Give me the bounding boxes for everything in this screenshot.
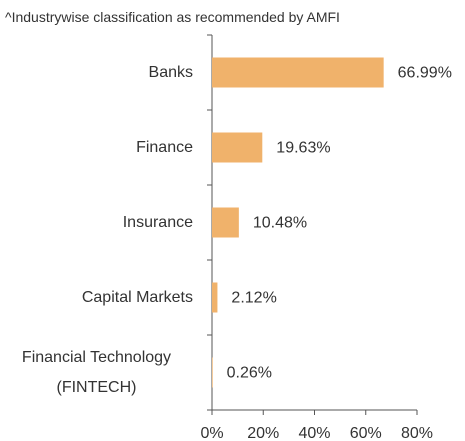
value-label: 66.99% [398, 65, 452, 82]
value-label: 0.26% [227, 365, 272, 382]
bar [212, 132, 263, 163]
value-label: 2.12% [231, 290, 276, 307]
bar [212, 282, 218, 313]
category-text: Financial Technology (FINTECH) [21, 348, 172, 396]
value-label: 19.63% [276, 140, 330, 157]
value-label: 10.48% [253, 215, 307, 232]
x-tick-label: 0% [200, 425, 223, 441]
category-text: Banks [148, 63, 193, 81]
bar [212, 207, 239, 238]
chart-subtitle: ^Industrywise classification as recommen… [5, 9, 340, 25]
category-text: Finance [136, 138, 193, 156]
bar [212, 357, 213, 388]
x-tick-label: 60% [350, 425, 382, 441]
category-label: Capital Markets [0, 283, 193, 313]
category-label: Banks [0, 58, 193, 88]
category-label: Financial Technology (FINTECH) [0, 343, 193, 403]
category-label: Insurance [0, 208, 193, 238]
category-text: Insurance [122, 213, 193, 231]
x-tick-label: 40% [298, 425, 330, 441]
x-tick-label: 80% [401, 425, 433, 441]
x-tick-label: 20% [247, 425, 279, 441]
category-label: Finance [0, 133, 193, 163]
category-text: Capital Markets [81, 288, 193, 306]
bar [212, 57, 384, 88]
